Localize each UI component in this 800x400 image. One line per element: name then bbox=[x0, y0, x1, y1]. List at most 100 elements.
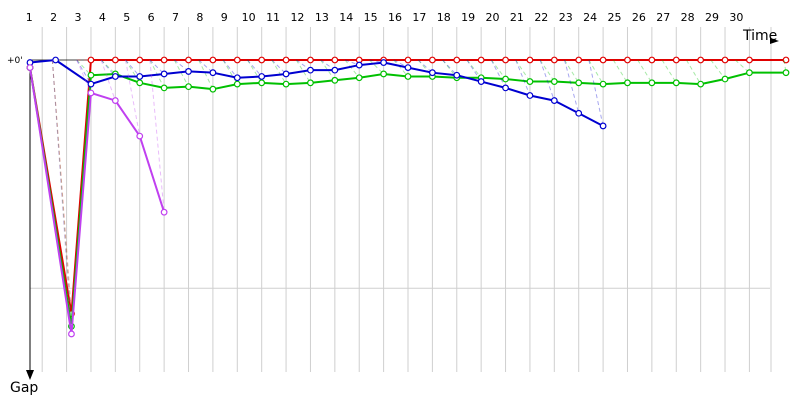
series-3-point bbox=[87, 89, 95, 97]
x-tick-label: 24 bbox=[583, 11, 597, 24]
x-tick-label: 26 bbox=[632, 11, 646, 24]
series-2-point bbox=[233, 74, 241, 82]
series-0-point bbox=[648, 56, 656, 64]
series-1-drop-line bbox=[198, 59, 214, 90]
x-tick-label: 8 bbox=[196, 11, 203, 24]
series-0-point bbox=[477, 56, 485, 64]
series-2-point bbox=[282, 70, 290, 78]
series-2-drop-line bbox=[247, 59, 263, 77]
series-1-drop-line bbox=[442, 59, 458, 79]
series-1-drop-line bbox=[710, 59, 726, 80]
series-2-point bbox=[209, 69, 217, 77]
x-tick-label: 22 bbox=[534, 11, 548, 24]
series-2-point bbox=[160, 70, 168, 78]
series-3-line bbox=[29, 67, 166, 335]
series-2-point bbox=[428, 69, 436, 77]
series-3-drop-line bbox=[125, 59, 141, 137]
series-1-point bbox=[380, 70, 388, 78]
series-1-point bbox=[502, 75, 509, 83]
x-tick-label: 30 bbox=[729, 11, 743, 24]
series-1-drop-line bbox=[661, 59, 677, 84]
series-3-drop-line bbox=[51, 59, 72, 334]
zero-label: +0' bbox=[7, 56, 23, 66]
series-1-point bbox=[233, 80, 241, 88]
series-3-drop-line bbox=[149, 59, 165, 213]
series-3-point bbox=[136, 132, 144, 140]
series-1-drop-line bbox=[393, 59, 409, 77]
series-3-drop-line bbox=[100, 59, 116, 101]
series-2-drop-line bbox=[490, 59, 506, 89]
series-layer bbox=[26, 56, 790, 338]
series-2-drop-line bbox=[564, 59, 580, 114]
series-1-point bbox=[136, 79, 144, 87]
series-1-drop-line bbox=[417, 59, 433, 77]
series-1-point bbox=[648, 79, 656, 87]
series-2-drop-line bbox=[539, 59, 555, 101]
series-1-drop-line bbox=[564, 59, 580, 84]
series-2-drop-line bbox=[588, 59, 604, 127]
series-2-point bbox=[258, 73, 266, 80]
series-1-point bbox=[697, 80, 705, 88]
series-0-point bbox=[672, 56, 680, 64]
series-0-point bbox=[258, 56, 266, 64]
series-1-drop-line bbox=[344, 59, 360, 79]
series-0-point bbox=[746, 56, 753, 64]
x-tick-label: 21 bbox=[510, 11, 524, 24]
x-tick-label: 12 bbox=[290, 11, 304, 24]
x-tick-label: 18 bbox=[437, 11, 451, 24]
series-2-drop-line bbox=[515, 59, 531, 96]
series-0-point bbox=[209, 56, 217, 64]
x-tick-label: 2 bbox=[50, 11, 57, 24]
series-2-point bbox=[453, 71, 461, 79]
series-2-drop-line bbox=[442, 59, 458, 76]
x-tick-label: 16 bbox=[388, 11, 402, 24]
x-tick-label: 15 bbox=[364, 11, 378, 24]
series-2-point bbox=[550, 97, 558, 104]
series-0-point bbox=[111, 56, 119, 64]
x-tick-label: 4 bbox=[99, 11, 106, 24]
series-1-drop-line bbox=[51, 59, 72, 327]
series-2-drop-line bbox=[393, 59, 409, 69]
series-0-point bbox=[185, 56, 192, 64]
series-3-point bbox=[26, 64, 34, 72]
series-1-point bbox=[185, 83, 192, 91]
series-2-drop-line bbox=[125, 59, 141, 77]
series-3-point bbox=[160, 208, 168, 216]
series-1-point bbox=[721, 75, 729, 83]
series-2-drop-line bbox=[100, 59, 116, 77]
series-1-point bbox=[307, 79, 314, 87]
x-tick-label: 5 bbox=[123, 11, 130, 24]
series-1-drop-line bbox=[295, 59, 311, 84]
series-2-point bbox=[599, 122, 607, 130]
series-1-drop-line bbox=[637, 59, 653, 84]
series-1-point bbox=[209, 85, 217, 93]
x-tick-label: 20 bbox=[486, 11, 500, 24]
series-0-point bbox=[233, 56, 241, 64]
series-0-point bbox=[307, 56, 314, 64]
series-0-point bbox=[282, 56, 290, 64]
series-0-point bbox=[526, 56, 534, 64]
x-tick-label: 10 bbox=[242, 11, 256, 24]
series-2-drop-line bbox=[76, 59, 92, 85]
x-tick-label: 19 bbox=[461, 11, 475, 24]
series-2-point bbox=[355, 61, 363, 69]
series-1-drop-line bbox=[515, 59, 531, 82]
tick-label-layer: 1 2 3 4 5 6 7 8 9 10 11 12 13 14 15 16 17 18 19 20 21 22 23 24 2… bbox=[26, 11, 744, 24]
series-2-point bbox=[575, 109, 583, 117]
series-1-drop-line bbox=[490, 59, 506, 80]
series-2-drop-line bbox=[369, 59, 384, 64]
series-1-point bbox=[575, 79, 583, 87]
series-0-point bbox=[404, 56, 412, 64]
series-2-point bbox=[380, 59, 388, 66]
series-1-drop-line bbox=[466, 59, 482, 79]
x-tick-label: 23 bbox=[559, 11, 573, 24]
series-0-point bbox=[575, 56, 583, 64]
series-2-line bbox=[29, 59, 604, 127]
x-tick-label: 6 bbox=[148, 11, 155, 24]
series-2-point bbox=[477, 78, 485, 85]
series-1-drop-line bbox=[247, 59, 263, 84]
series-2-drop-line bbox=[222, 59, 238, 79]
series-0-point bbox=[697, 56, 705, 64]
x-axis-arrow-icon bbox=[770, 38, 779, 44]
